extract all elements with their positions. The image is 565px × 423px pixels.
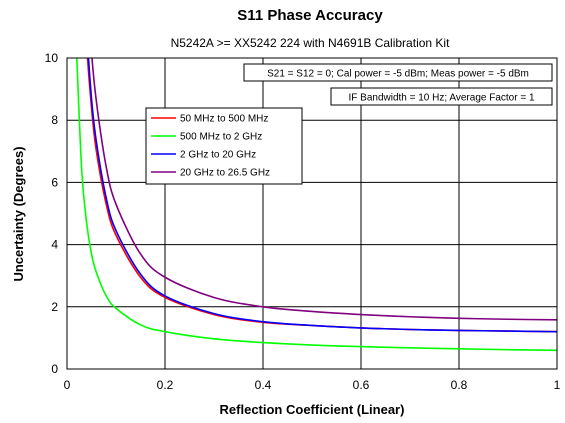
y-tick-label-2: 4	[51, 238, 58, 252]
series-lines	[76, 58, 557, 352]
y-tick-label-3: 6	[51, 175, 58, 189]
annotation-box-1: S21 = S12 = 0; Cal power = -5 dBm; Meas …	[243, 63, 553, 82]
legend-label-3: 20 GHz to 26.5 GHz	[180, 168, 270, 179]
series-line-3	[91, 58, 557, 321]
series-line-2	[87, 58, 557, 333]
y-axis-title: Uncertainty (Degrees)	[11, 146, 26, 281]
legend: 50 MHz to 500 MHz 500 MHz to 2 GHz 2 GHz t…	[145, 107, 303, 185]
x-tick-label-0: 0	[64, 378, 71, 392]
y-tick-label-5: 10	[45, 51, 59, 65]
chart-subtitle: N5242A >= XX5242 224 with N4691B Calibra…	[171, 36, 451, 50]
legend-label-1: 500 MHz to 2 GHz	[180, 132, 262, 143]
y-tick-label-4: 8	[51, 113, 58, 127]
x-axis-title: Reflection Coefficient (Linear)	[220, 402, 405, 417]
x-tick-label-2: 0.4	[255, 378, 272, 392]
legend-label-2: 2 GHz to 20 GHz	[180, 150, 256, 161]
y-tick-label-1: 2	[51, 300, 58, 314]
x-tick-label-5: 1	[554, 378, 561, 392]
x-tick-label-3: 0.6	[353, 378, 370, 392]
annotation-ifbw: IF Bandwidth = 10 Hz; Average Factor = 1	[348, 93, 534, 104]
y-tick-label-0: 0	[51, 362, 58, 376]
series-line-1	[76, 58, 557, 352]
plot-frame	[66, 57, 558, 370]
annotation-box-2: IF Bandwidth = 10 Hz; Average Factor = 1	[330, 87, 553, 106]
x-tick-label-4: 0.8	[451, 378, 468, 392]
annotation-box-2-frame	[330, 87, 553, 106]
annotation-box-1-frame	[243, 63, 553, 82]
x-tick-label-1: 0.2	[157, 378, 174, 392]
chart-title: S11 Phase Accuracy	[237, 7, 383, 24]
legend-label-0: 50 MHz to 500 MHz	[180, 114, 268, 125]
annotation-power: S21 = S12 = 0; Cal power = -5 dBm; Meas …	[267, 69, 529, 80]
